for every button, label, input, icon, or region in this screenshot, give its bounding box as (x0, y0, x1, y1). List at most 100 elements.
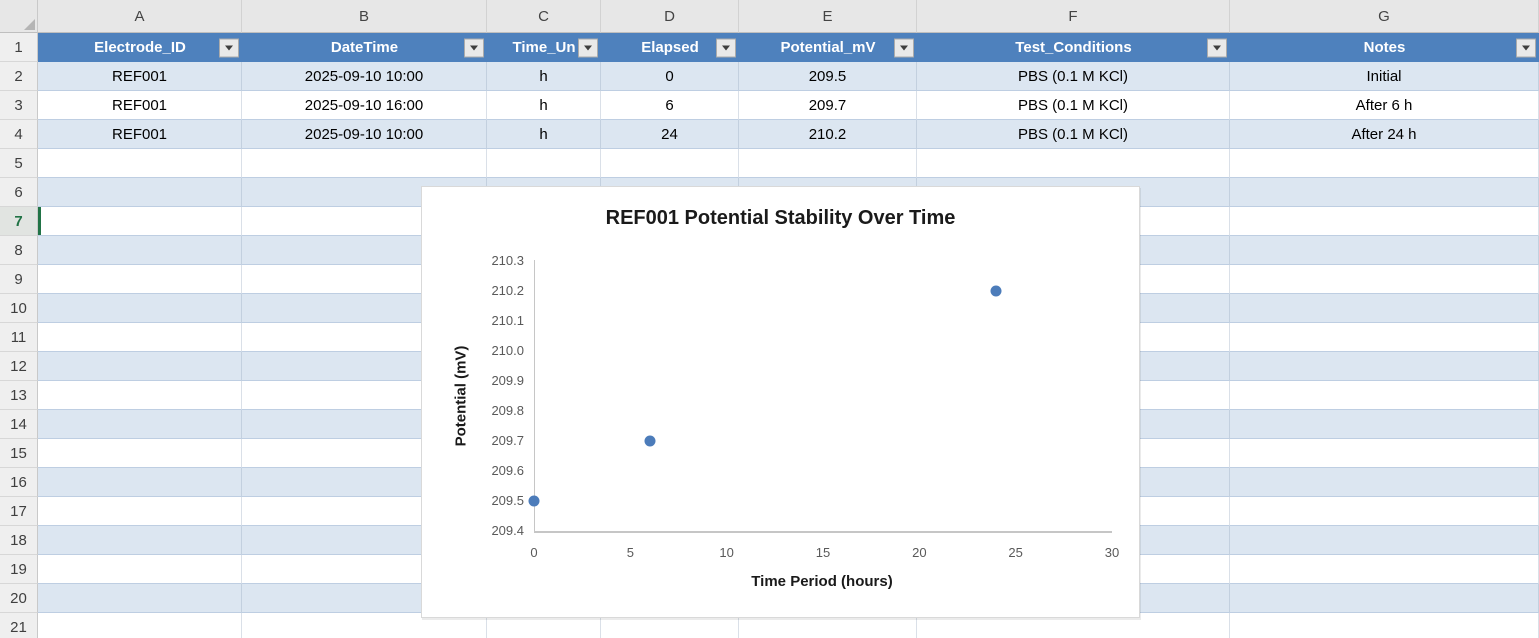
cell-B3[interactable]: 2025-09-10 16:00 (242, 91, 487, 120)
cell-F5[interactable] (917, 149, 1230, 178)
column-header-C[interactable]: C (487, 0, 601, 33)
cell-A15[interactable] (38, 439, 242, 468)
data-point-6h[interactable] (644, 435, 656, 447)
cell-C1[interactable]: Time_Un (487, 33, 601, 62)
cell-D4[interactable]: 24 (601, 120, 739, 149)
cell-G12[interactable] (1230, 352, 1539, 381)
column-header-G[interactable]: G (1230, 0, 1539, 33)
cell-G13[interactable] (1230, 381, 1539, 410)
filter-dropdown-button[interactable] (578, 38, 598, 57)
cell-G17[interactable] (1230, 497, 1539, 526)
row-header-16[interactable]: 16 (0, 468, 38, 497)
cell-B1[interactable]: DateTime (242, 33, 487, 62)
cell-G16[interactable] (1230, 468, 1539, 497)
data-point-0h[interactable] (528, 495, 540, 507)
cell-G8[interactable] (1230, 236, 1539, 265)
cell-F4[interactable]: PBS (0.1 M KCl) (917, 120, 1230, 149)
cell-G9[interactable] (1230, 265, 1539, 294)
selected-cell-A7[interactable] (38, 207, 242, 236)
cell-A16[interactable] (38, 468, 242, 497)
row-header-21[interactable]: 21 (0, 613, 38, 638)
filter-dropdown-button[interactable] (716, 38, 736, 57)
cell-F1[interactable]: Test_Conditions (917, 33, 1230, 62)
cell-A1[interactable]: Electrode_ID (38, 33, 242, 62)
row-header-5[interactable]: 5 (0, 149, 38, 178)
cell-E4[interactable]: 210.2 (739, 120, 917, 149)
row-header-7[interactable]: 7 (0, 207, 38, 236)
cell-A14[interactable] (38, 410, 242, 439)
row-header-12[interactable]: 12 (0, 352, 38, 381)
cell-B4[interactable]: 2025-09-10 10:00 (242, 120, 487, 149)
filter-dropdown-button[interactable] (1207, 38, 1227, 57)
cell-A13[interactable] (38, 381, 242, 410)
filter-dropdown-button[interactable] (1516, 38, 1536, 57)
cell-E2[interactable]: 209.5 (739, 62, 917, 91)
cell-B2[interactable]: 2025-09-10 10:00 (242, 62, 487, 91)
column-header-A[interactable]: A (38, 0, 242, 33)
cell-D3[interactable]: 6 (601, 91, 739, 120)
cell-G4[interactable]: After 24 h (1230, 120, 1539, 149)
cell-E3[interactable]: 209.7 (739, 91, 917, 120)
cell-G14[interactable] (1230, 410, 1539, 439)
row-header-15[interactable]: 15 (0, 439, 38, 468)
row-header-19[interactable]: 19 (0, 555, 38, 584)
cell-B5[interactable] (242, 149, 487, 178)
cell-F3[interactable]: PBS (0.1 M KCl) (917, 91, 1230, 120)
cell-F2[interactable]: PBS (0.1 M KCl) (917, 62, 1230, 91)
cell-A9[interactable] (38, 265, 242, 294)
cell-E1[interactable]: Potential_mV (739, 33, 917, 62)
row-header-3[interactable]: 3 (0, 91, 38, 120)
cell-A6[interactable] (38, 178, 242, 207)
cell-A20[interactable] (38, 584, 242, 613)
cell-G20[interactable] (1230, 584, 1539, 613)
cell-G11[interactable] (1230, 323, 1539, 352)
row-header-13[interactable]: 13 (0, 381, 38, 410)
row-header-6[interactable]: 6 (0, 178, 38, 207)
cell-G5[interactable] (1230, 149, 1539, 178)
cell-G3[interactable]: After 6 h (1230, 91, 1539, 120)
cell-G1[interactable]: Notes (1230, 33, 1539, 62)
cell-G18[interactable] (1230, 526, 1539, 555)
row-header-1[interactable]: 1 (0, 33, 38, 62)
cell-A12[interactable] (38, 352, 242, 381)
cell-A19[interactable] (38, 555, 242, 584)
cell-A11[interactable] (38, 323, 242, 352)
cell-A18[interactable] (38, 526, 242, 555)
filter-dropdown-button[interactable] (464, 38, 484, 57)
column-header-B[interactable]: B (242, 0, 487, 33)
cell-G19[interactable] (1230, 555, 1539, 584)
cell-G6[interactable] (1230, 178, 1539, 207)
embedded-chart[interactable]: REF001 Potential Stability Over Time Pot… (421, 186, 1140, 618)
row-header-8[interactable]: 8 (0, 236, 38, 265)
cell-G10[interactable] (1230, 294, 1539, 323)
cell-A3[interactable]: REF001 (38, 91, 242, 120)
cell-C2[interactable]: h (487, 62, 601, 91)
row-header-9[interactable]: 9 (0, 265, 38, 294)
column-header-F[interactable]: F (917, 0, 1230, 33)
cell-C5[interactable] (487, 149, 601, 178)
select-all-corner[interactable] (0, 0, 38, 33)
column-header-E[interactable]: E (739, 0, 917, 33)
cell-C3[interactable]: h (487, 91, 601, 120)
cell-A2[interactable]: REF001 (38, 62, 242, 91)
row-header-10[interactable]: 10 (0, 294, 38, 323)
cell-G2[interactable]: Initial (1230, 62, 1539, 91)
data-point-24h[interactable] (990, 285, 1002, 297)
cell-A5[interactable] (38, 149, 242, 178)
row-header-17[interactable]: 17 (0, 497, 38, 526)
column-header-D[interactable]: D (601, 0, 739, 33)
filter-dropdown-button[interactable] (894, 38, 914, 57)
row-header-4[interactable]: 4 (0, 120, 38, 149)
row-header-2[interactable]: 2 (0, 62, 38, 91)
row-header-18[interactable]: 18 (0, 526, 38, 555)
cell-A8[interactable] (38, 236, 242, 265)
filter-dropdown-button[interactable] (219, 38, 239, 57)
cell-D1[interactable]: Elapsed (601, 33, 739, 62)
cell-A4[interactable]: REF001 (38, 120, 242, 149)
row-header-11[interactable]: 11 (0, 323, 38, 352)
cell-G15[interactable] (1230, 439, 1539, 468)
row-header-20[interactable]: 20 (0, 584, 38, 613)
cell-G21[interactable] (1230, 613, 1539, 638)
cell-G7[interactable] (1230, 207, 1539, 236)
cell-A21[interactable] (38, 613, 242, 638)
